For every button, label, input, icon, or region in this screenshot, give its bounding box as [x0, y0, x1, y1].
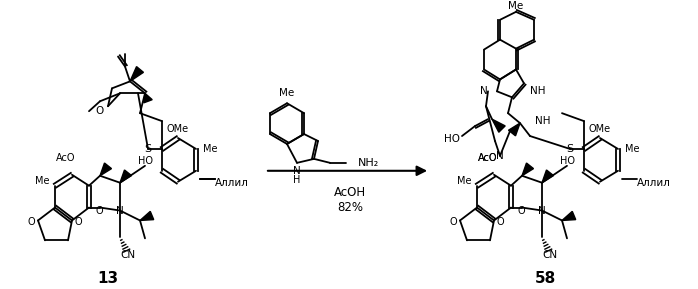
Polygon shape — [492, 119, 505, 132]
Text: AcOH: AcOH — [334, 186, 366, 199]
Text: Me: Me — [203, 144, 218, 154]
Text: H: H — [293, 175, 301, 185]
Text: S: S — [567, 144, 574, 154]
Text: O: O — [496, 217, 504, 227]
Text: Me: Me — [625, 144, 639, 154]
Text: 82%: 82% — [337, 201, 363, 214]
Text: Аллил: Аллил — [215, 178, 249, 188]
Text: N: N — [496, 151, 504, 161]
Polygon shape — [508, 123, 520, 136]
Text: HO: HO — [138, 156, 153, 166]
Polygon shape — [120, 170, 131, 183]
Text: NH: NH — [535, 116, 551, 126]
Text: OMe: OMe — [167, 124, 189, 134]
Text: O: O — [450, 217, 456, 227]
Text: 58: 58 — [535, 271, 556, 286]
Text: OMe: OMe — [589, 124, 611, 134]
Polygon shape — [130, 66, 144, 81]
Polygon shape — [522, 163, 533, 176]
Text: Аллил: Аллил — [637, 178, 671, 188]
Text: Me: Me — [279, 88, 295, 98]
Text: HO: HO — [560, 156, 575, 166]
Polygon shape — [140, 211, 154, 221]
Text: O: O — [95, 205, 103, 216]
Text: 13: 13 — [98, 271, 119, 286]
Text: O: O — [27, 217, 35, 227]
Text: AcO: AcO — [477, 153, 497, 163]
Text: Me: Me — [508, 1, 524, 11]
Text: HO: HO — [444, 134, 460, 144]
Text: Me: Me — [34, 176, 49, 186]
Text: N: N — [293, 166, 301, 176]
Text: N: N — [116, 205, 124, 216]
Text: CN: CN — [121, 250, 135, 260]
Polygon shape — [542, 170, 554, 183]
Text: S: S — [144, 144, 151, 154]
Text: N: N — [538, 205, 546, 216]
Text: AcO: AcO — [477, 153, 497, 163]
Text: N: N — [480, 86, 488, 96]
Text: CN: CN — [542, 250, 558, 260]
Text: NH: NH — [530, 86, 546, 96]
Polygon shape — [562, 211, 576, 221]
Text: Me: Me — [456, 176, 471, 186]
Polygon shape — [144, 93, 152, 103]
Polygon shape — [100, 163, 112, 176]
Text: O: O — [96, 106, 104, 116]
Text: NH₂: NH₂ — [358, 158, 379, 168]
Text: AcO: AcO — [56, 153, 75, 163]
Text: O: O — [74, 217, 82, 227]
Text: O: O — [517, 205, 525, 216]
